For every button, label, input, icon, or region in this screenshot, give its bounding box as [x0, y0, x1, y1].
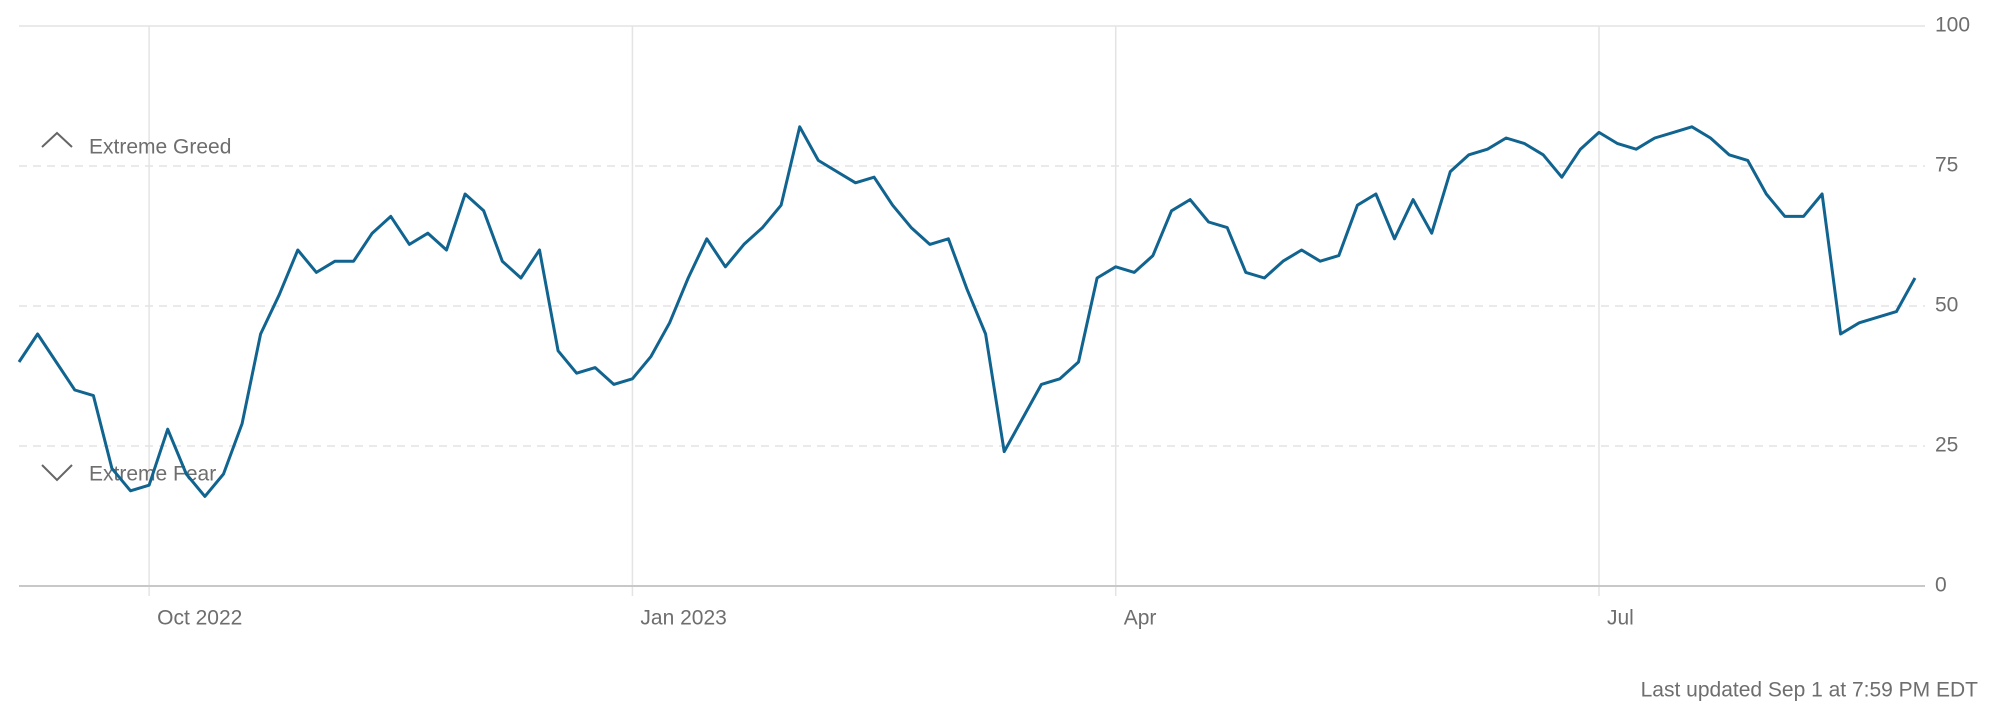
x-tick-label: Apr [1124, 607, 1157, 630]
series-line [17, 125, 1917, 498]
annotation: Extreme Greed [89, 136, 231, 159]
x-tick-label: Jan 2023 [640, 607, 726, 630]
y-tick-label: 75 [1935, 154, 1958, 177]
fear-icon [41, 464, 73, 482]
y-tick-label: 0 [1935, 574, 1947, 597]
y-tick-label: 50 [1935, 294, 1958, 317]
y-tick-label: 100 [1935, 14, 1970, 37]
x-tick-label: Oct 2022 [157, 607, 242, 630]
y-tick-label: 25 [1935, 434, 1958, 457]
footer: Last updated Sep 1 at 7:59 PM EDT [1641, 679, 1979, 702]
x-tick-label: Jul [1607, 607, 1634, 630]
greed-icon [41, 131, 73, 148]
